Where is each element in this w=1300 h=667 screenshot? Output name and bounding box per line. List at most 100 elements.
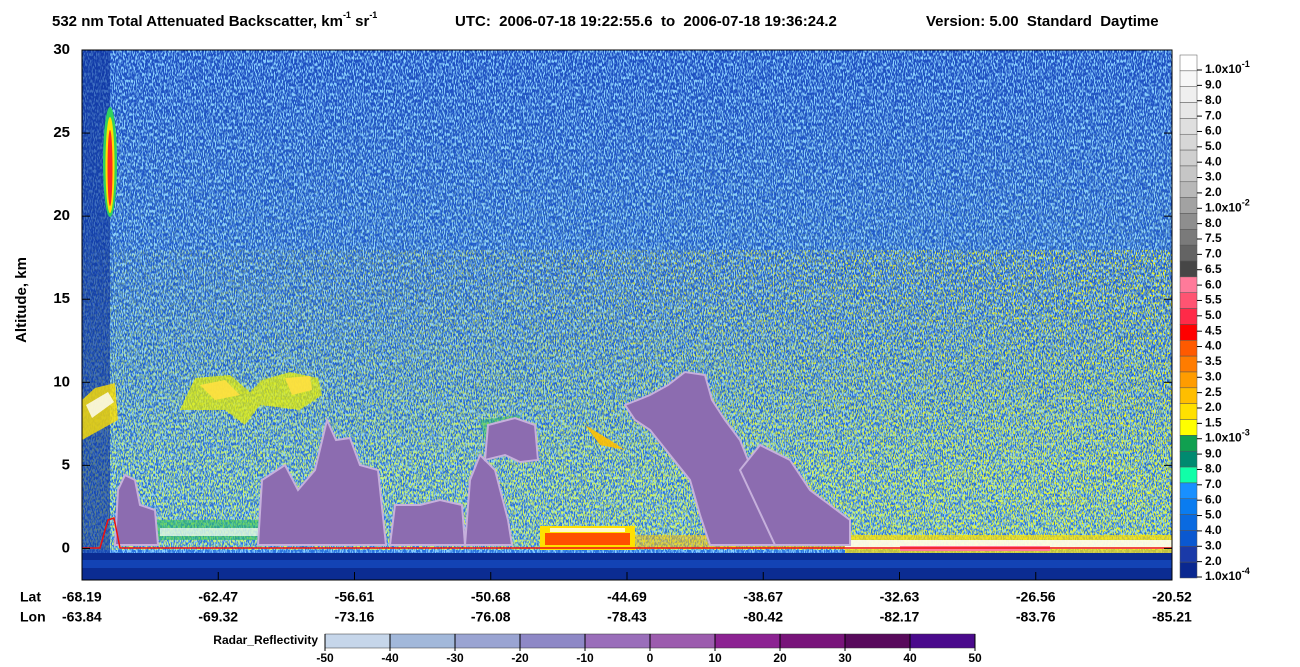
y-tick-label: 10 (53, 373, 70, 390)
title-version: Version: 5.00 Standard Daytime (926, 13, 1159, 30)
colorbar-label: 2.0 (1205, 185, 1222, 199)
colorbar-label-exponent: -4 (1242, 566, 1250, 576)
colorbar-box (1179, 54, 1198, 72)
lat-tick-label: -56.61 (335, 589, 375, 605)
colorbar-label-exponent: -1 (1242, 59, 1250, 69)
radar-colorbar-label: 10 (708, 651, 722, 665)
colorbar-label: 1.0x10-3 (1205, 428, 1250, 445)
radar-cloud (738, 443, 851, 546)
colorbar-label: 1.0x10-2 (1205, 198, 1250, 215)
colorbar-box (1179, 229, 1198, 246)
radar-colorbar-box (584, 633, 651, 649)
lon-tick-label: -76.08 (471, 609, 511, 625)
colorbar-box (1179, 244, 1198, 262)
colorbar-label: 3.0 (1205, 170, 1222, 184)
radar-colorbar-box (714, 633, 781, 649)
colorbar-label: 2.0 (1205, 554, 1222, 568)
colorbar-box (1179, 292, 1198, 309)
colorbar-box (1179, 530, 1198, 547)
radar-colorbar-box (844, 633, 911, 649)
lon-tick-label: -80.42 (743, 609, 783, 625)
colorbar-label: 8.0 (1205, 93, 1222, 107)
lat-tick-label: -62.47 (198, 589, 238, 605)
colorbar-label-base: 1.0x10 (1205, 431, 1242, 445)
surface-patch (545, 533, 630, 545)
cloud-patch (585, 425, 625, 450)
y-tick-label: 25 (53, 124, 70, 141)
radar-colorbar-label: 30 (838, 651, 852, 665)
radar-colorbar-label: -10 (576, 651, 594, 665)
colorbar-box (1179, 450, 1198, 468)
colorbar-box (1179, 371, 1198, 389)
colorbar-label: 2.0 (1205, 400, 1222, 414)
colorbar-label: 7.5 (1205, 231, 1222, 245)
colorbar-label: 6.0 (1205, 492, 1222, 506)
colorbar-box (1179, 419, 1198, 436)
colorbar-label: 4.0 (1205, 154, 1222, 168)
lat-tick-label: -44.69 (607, 589, 647, 605)
radar-colorbar-box (454, 633, 521, 649)
colorbar-label-exponent: -2 (1242, 198, 1250, 208)
colorbar-label: 5.0 (1205, 308, 1222, 322)
lon-tick-label: -73.16 (335, 609, 375, 625)
cloud-patch (86, 392, 114, 418)
title-exponent: -1 (343, 10, 351, 20)
colorbar-label: 5.0 (1205, 508, 1222, 522)
lat-tick-label: -38.67 (743, 589, 783, 605)
colorbar-box (1179, 387, 1198, 404)
colorbar-box (1179, 149, 1198, 167)
lat-label: Lat (20, 589, 41, 605)
colorbar-box (1179, 197, 1198, 214)
colorbar-label: 6.0 (1205, 124, 1222, 138)
lon-tick-label: -85.21 (1152, 609, 1192, 625)
radar-colorbar-box (779, 633, 846, 649)
y-axis-label: Altitude, km (13, 257, 30, 343)
lat-tick-label: -32.63 (880, 589, 920, 605)
colorbar-box (1179, 340, 1198, 357)
radar-label: Radar_Reflectivity (213, 633, 318, 647)
radar-colorbar-box (324, 633, 391, 649)
radar-colorbar-label: -40 (381, 651, 399, 665)
chart-title: 532 nm Total Attenuated Backscatter, km-… (52, 10, 377, 30)
spike-core (107, 130, 113, 206)
title-unit: sr (351, 13, 370, 30)
radar-clouds (113, 370, 851, 546)
radar-cloud (388, 498, 467, 546)
colorbar-label: 4.0 (1205, 339, 1222, 353)
colorbar-label: 1.0x10-1 (1205, 59, 1250, 76)
backscatter-curtain (82, 50, 1172, 580)
lat-tick-label: -26.56 (1016, 589, 1056, 605)
y-tick-label: 15 (53, 290, 70, 307)
title-text: 532 nm Total Attenuated Backscatter, km (52, 13, 343, 30)
below-ground-band (82, 560, 1172, 568)
colorbar-box (1179, 435, 1198, 452)
lon-tick-label: -78.43 (607, 609, 647, 625)
colorbar-label: 4.0 (1205, 523, 1222, 537)
y-tick-label: 5 (62, 456, 70, 473)
colorbar-label: 5.0 (1205, 139, 1222, 153)
colorbar-box (1179, 260, 1198, 278)
colorbar-label: 1.5 (1205, 416, 1222, 430)
lat-tick-label: -68.19 (62, 589, 102, 605)
lon-tick-label: -83.76 (1016, 609, 1056, 625)
colorbar-box (1179, 561, 1198, 579)
colorbar-box (1179, 546, 1198, 563)
radar-colorbar-label: 50 (968, 651, 982, 665)
radar-cloud (113, 473, 160, 546)
y-tick-label: 30 (53, 41, 70, 58)
colorbar-label: 7.0 (1205, 108, 1222, 122)
colorbar-label: 6.0 (1205, 277, 1222, 291)
radar-colorbar-box (909, 633, 976, 649)
y-tick-label: 0 (62, 539, 70, 556)
colorbar-box (1179, 276, 1198, 293)
colorbar-label: 9.0 (1205, 446, 1222, 460)
colorbar-label-exponent: -3 (1242, 428, 1250, 438)
colorbar-label: 6.5 (1205, 262, 1222, 276)
radar-cloud (256, 416, 388, 546)
lon-tick-label: -69.32 (198, 609, 238, 625)
radar-colorbar-box (649, 633, 716, 649)
lon-tick-label: -82.17 (880, 609, 920, 625)
colorbar-box (1179, 133, 1198, 151)
